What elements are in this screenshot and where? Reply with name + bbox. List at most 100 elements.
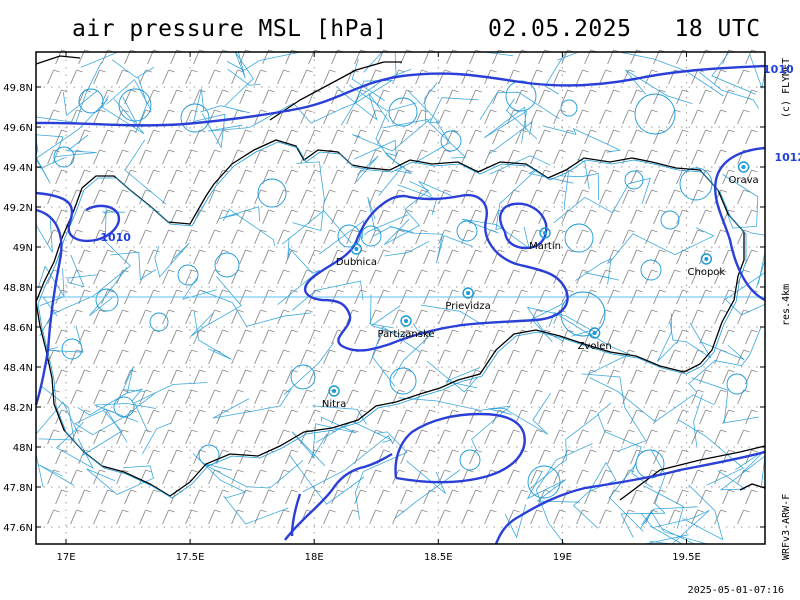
wind-barb [331, 409, 344, 425]
wind-barb [576, 189, 589, 205]
wind-barb [101, 169, 114, 185]
wind-barb [714, 109, 727, 125]
wind-barb [300, 69, 313, 85]
wind-barb [377, 409, 390, 425]
wind-barb [285, 409, 298, 425]
wind-barb [461, 189, 474, 205]
wind-barb [308, 249, 321, 265]
wind-barb [530, 109, 543, 125]
wind-barb [691, 229, 704, 245]
terrain-line [370, 305, 411, 338]
terrain-line [669, 321, 712, 359]
wind-barb [331, 209, 344, 225]
wind-barb [323, 269, 336, 285]
wind-barb [668, 389, 681, 405]
terrain-line [363, 51, 397, 78]
wind-barb [277, 69, 290, 85]
wind-barb [630, 89, 643, 105]
terrain-line [724, 260, 766, 316]
wind-barb [147, 369, 160, 385]
terrain-line [281, 210, 352, 245]
wind-barb [162, 189, 175, 205]
wind-barb [185, 189, 198, 205]
terrain-line [318, 219, 365, 255]
wind-barb [216, 169, 229, 185]
terrain-line [35, 219, 53, 253]
wind-barb [70, 69, 83, 85]
terrain-line [277, 237, 320, 305]
wind-barb [699, 169, 712, 185]
city-marker-dot [741, 165, 746, 169]
wind-barb [745, 369, 758, 385]
wind-barb [599, 229, 612, 245]
wind-barb [484, 269, 497, 285]
wind-barb [653, 209, 666, 225]
isobar-label: 1010 [100, 231, 131, 244]
city-marker-dot [332, 389, 337, 393]
wind-barb [722, 329, 735, 345]
run-timestamp: 2025-05-01-07:16 [687, 585, 784, 596]
terrain-line [351, 58, 385, 101]
wind-barb [745, 129, 758, 145]
wind-barb [745, 169, 758, 185]
wind-barb [70, 469, 83, 485]
wind-barb [737, 509, 750, 525]
wind-barb [216, 489, 229, 505]
wind-barb [645, 269, 658, 285]
lat-tick-label: 47.8N [3, 483, 33, 494]
terrain-line [504, 504, 527, 539]
wind-barb [469, 129, 482, 145]
wind-barb [116, 109, 129, 125]
terrain-line [375, 113, 412, 174]
wind-barb [515, 89, 528, 105]
wind-barb [208, 149, 221, 165]
wind-barb [93, 149, 106, 165]
wind-barb [507, 69, 520, 85]
terrain-line [212, 388, 292, 419]
wind-barb [392, 269, 405, 285]
terrain-line [46, 325, 84, 353]
terrain-line [542, 125, 622, 153]
wind-barb [354, 169, 367, 185]
wind-barb [461, 269, 474, 285]
wind-barb [691, 429, 704, 445]
wind-barb [47, 149, 60, 165]
wind-barb [78, 369, 91, 385]
terrain-line [483, 106, 528, 144]
terrain-line [207, 102, 345, 132]
wind-barb [216, 89, 229, 105]
terrain-line [292, 161, 325, 232]
wind-barb [124, 89, 137, 105]
wind-barb [300, 269, 313, 285]
terrain-ring [560, 291, 606, 337]
terrain-line [505, 98, 538, 140]
wind-barb [484, 309, 497, 325]
wind-barb [584, 129, 597, 145]
lon-tick-label: 17E [56, 552, 75, 563]
wind-barb [208, 509, 221, 525]
terrain-line [336, 86, 390, 123]
wind-barb [446, 449, 459, 465]
wind-barb [369, 509, 382, 525]
wind-barb [47, 229, 60, 245]
wind-barb [300, 309, 313, 325]
isobar [284, 452, 393, 541]
terrain-line [111, 59, 155, 79]
wind-barb [561, 409, 574, 425]
wind-barb [124, 129, 137, 145]
terrain-ring [505, 80, 537, 112]
wind-barb [185, 429, 198, 445]
wind-barb [538, 249, 551, 265]
wind-barb [254, 149, 267, 165]
wind-barb [55, 329, 68, 345]
wind-barb [185, 69, 198, 85]
wind-barb [254, 69, 267, 85]
terrain-ring [95, 288, 119, 312]
wind-barb [55, 449, 68, 465]
wind-barb [530, 69, 543, 85]
lat-tick-label: 48.8N [3, 283, 33, 294]
wind-barb [461, 509, 474, 525]
wind-barb [530, 229, 543, 245]
wind-barb [630, 409, 643, 425]
wind-barb [737, 109, 750, 125]
